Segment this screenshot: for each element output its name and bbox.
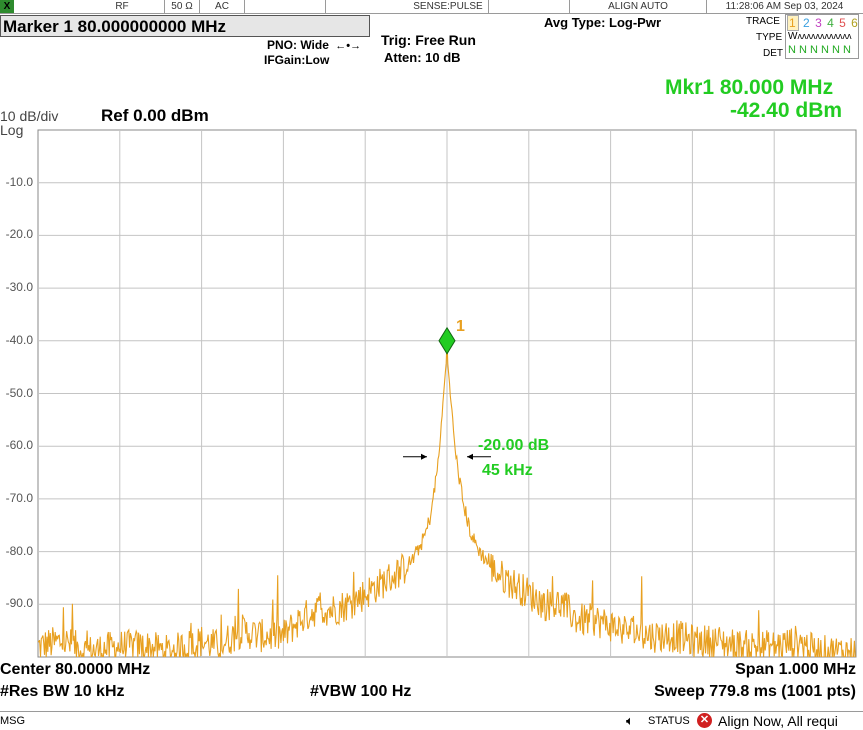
type-label: TYPE [756, 32, 783, 43]
y-tick-label: -10.0 [5, 174, 33, 189]
avg-type-setting: Avg Type: Log-Pwr [544, 15, 661, 30]
video-bandwidth[interactable]: #VBW 100 Hz [310, 683, 412, 700]
y-tick-label: -70.0 [5, 490, 33, 505]
det-label: DET [763, 48, 783, 59]
trace-number-3[interactable]: 3 [815, 16, 823, 30]
trace-detector: N N N N N N [788, 44, 851, 56]
delta-db-annotation: -20.00 dB [478, 437, 550, 454]
y-tick-label: -80.0 [5, 543, 33, 558]
sweep-time[interactable]: Sweep 779.8 ms (1001 pts) [654, 683, 856, 700]
trace-number-2[interactable]: 2 [803, 16, 811, 30]
error-icon: ✕ [697, 713, 712, 728]
scale-per-division: 10 dB/div [0, 108, 59, 124]
status-spacer-2 [489, 0, 570, 13]
trace-number-1[interactable]: 1 [787, 15, 799, 31]
align-status: ALIGN AUTO [570, 0, 707, 13]
speaker-icon: 🔈︎ [626, 713, 634, 728]
sense-status: SENSE:PULSE [408, 0, 489, 13]
impedance-status: 50 Ω [165, 0, 200, 13]
marker-level-readout: -42.40 dBm [730, 99, 843, 122]
pno-label: PNO: Wide [267, 38, 329, 52]
trigger-setting: Trig: Free Run [381, 32, 476, 48]
datetime: 11:28:06 AM Sep 03, 2024 [725, 1, 844, 12]
scale-type: Log [0, 122, 24, 138]
marker-1-diamond [438, 326, 456, 355]
trace-number-5[interactable]: 5 [839, 16, 847, 30]
trace-type-value: W [788, 31, 798, 42]
status-spacer [245, 0, 326, 13]
instrument-icon: X [0, 0, 14, 13]
coupling-status: AC [200, 0, 245, 13]
trace-panel[interactable] [785, 14, 859, 59]
bandwidth-annotation: 45 kHz [482, 462, 533, 479]
pno-arrow-icon: ←•→ [332, 40, 362, 52]
msg-label: MSG [0, 715, 26, 727]
y-tick-label: -60.0 [5, 438, 33, 453]
bw-left-arrow-head [421, 453, 428, 460]
ifgain-setting: IFGain:Low [264, 53, 330, 67]
active-function-box[interactable]: Marker 1 80.000000000 MHz [0, 15, 370, 37]
rf-status: RF [80, 0, 165, 13]
message-bar: MSG 🔈︎ STATUS ✕ Align Now, All requi [0, 711, 863, 730]
trace-type: Wʌʌʌʌʌʌʌʌʌʌʌʌ [788, 31, 851, 42]
status-bar: X RF 50 Ω AC SENSE:PULSE ALIGN AUTO 11:2… [0, 0, 863, 14]
trace-numbers[interactable]: 1 2 3 4 5 6 [787, 15, 859, 31]
marker-number-label: 1 [456, 318, 465, 335]
resolution-bandwidth[interactable]: #Res BW 10 kHz [0, 683, 125, 700]
y-tick-label: -50.0 [5, 385, 33, 400]
trace-number-4[interactable]: 4 [827, 16, 835, 30]
y-tick-label: -20.0 [5, 227, 33, 242]
trace-type-wave-icon: ʌʌʌʌʌʌʌʌʌʌʌʌ [797, 31, 852, 41]
alert-message: Align Now, All requi [718, 713, 838, 729]
trace-label: TRACE [746, 16, 780, 27]
plot-grid [38, 130, 856, 657]
frequency-span[interactable]: Span 1.000 MHz [735, 661, 856, 678]
marker-group [403, 326, 491, 460]
y-tick-label: -90.0 [5, 596, 33, 611]
bw-right-arrow-head [466, 453, 473, 460]
marker-frequency-readout: Mkr1 80.000 MHz [665, 76, 834, 99]
pno-setting: PNO: Wide ←•→ [267, 38, 361, 52]
y-tick-label: -30.0 [5, 280, 33, 295]
attenuation-setting: Atten: 10 dB [384, 50, 461, 65]
y-tick-label: -40.0 [5, 332, 33, 347]
trace-number-6[interactable]: 6 [851, 16, 859, 30]
center-frequency[interactable]: Center 80.0000 MHz [0, 661, 151, 678]
reference-level: Ref 0.00 dBm [101, 106, 209, 125]
status-label[interactable]: STATUS [648, 715, 690, 727]
